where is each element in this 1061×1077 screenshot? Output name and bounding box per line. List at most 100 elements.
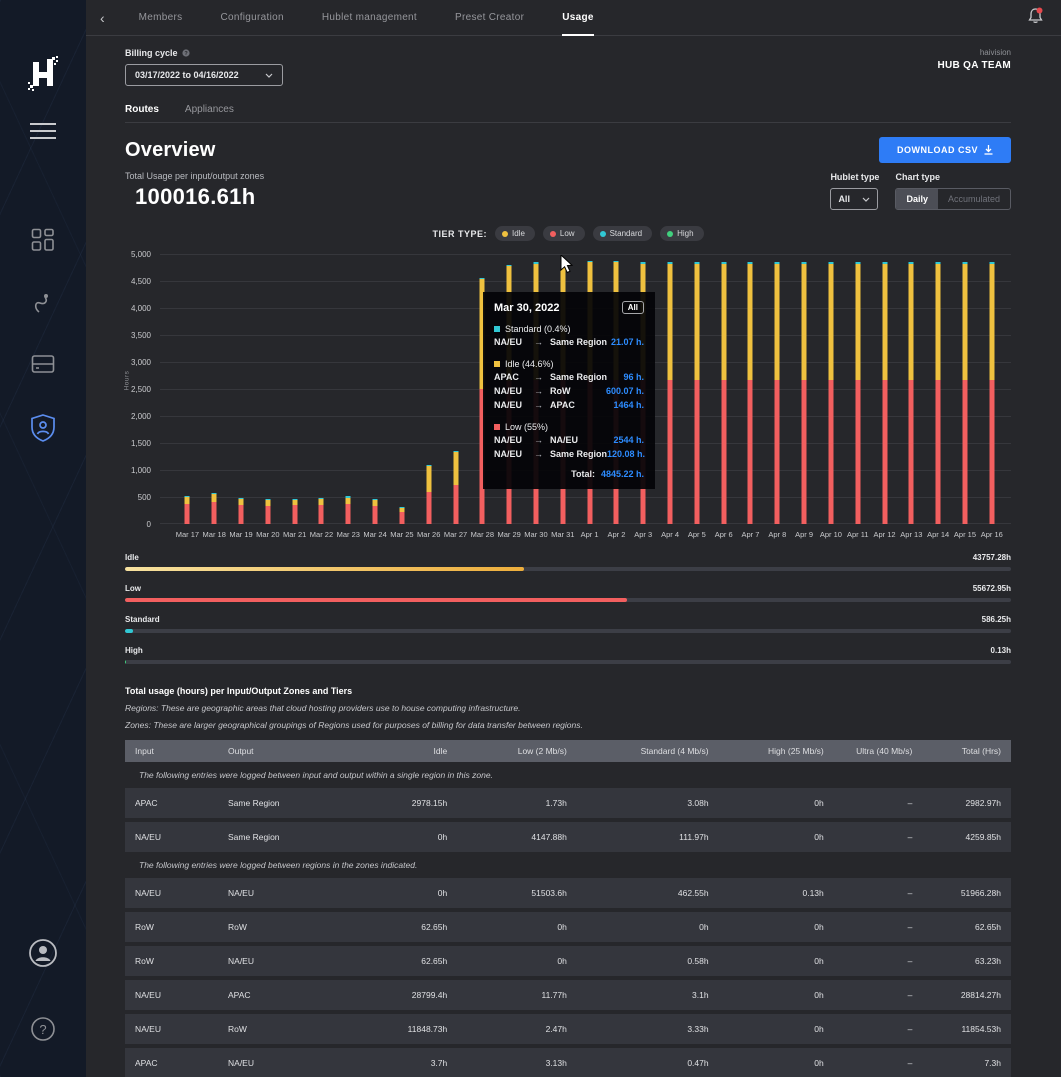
bar-segment-standard: [935, 262, 941, 264]
hublet-type-select[interactable]: All: [830, 188, 879, 210]
table-cell-input: APAC: [125, 788, 219, 818]
table-cell-input: NA/EU: [125, 980, 219, 1010]
x-axis-label: Mar 22: [309, 530, 334, 539]
arrow-right-icon: →: [534, 386, 543, 396]
legend-pill-high[interactable]: High: [660, 226, 704, 241]
stacked-bar: [372, 499, 378, 524]
nav-dashboard[interactable]: [0, 228, 86, 252]
bar-slot-apr-5[interactable]: Apr 5: [683, 254, 710, 539]
stacked-bar: [265, 499, 271, 524]
legend-dot-idle: [502, 230, 508, 237]
bar-slot-mar-28[interactable]: Mar 28: [469, 254, 496, 539]
bar-slot-apr-8[interactable]: Apr 8: [764, 254, 791, 539]
bar-slot-apr-9[interactable]: Apr 9: [791, 254, 818, 539]
bar-segment-idle: [721, 263, 727, 381]
stacked-bar: [399, 507, 405, 524]
bar-slot-apr-10[interactable]: Apr 10: [818, 254, 845, 539]
notification-dot: [1036, 7, 1043, 13]
chart-type-option-accumulated[interactable]: Accumulated: [947, 194, 1000, 204]
bar-slot-apr-6[interactable]: Apr 6: [710, 254, 737, 539]
y-tick-label: 1,000: [130, 466, 151, 475]
subtab-routes[interactable]: Routes: [125, 104, 159, 115]
table-row: NA/EU APAC 28799.4h 11.77h 3.1h 0h –28814.27h: [125, 980, 1011, 1010]
bar-slot-mar-17[interactable]: Mar 17: [174, 254, 201, 539]
route-to: APAC: [550, 400, 575, 410]
tooltip-tier-title: Standard (0.4%): [494, 322, 644, 335]
bar-slot-mar-22[interactable]: Mar 22: [308, 254, 335, 539]
bar-slot-mar-19[interactable]: Mar 19: [228, 254, 255, 539]
nav-routes[interactable]: [0, 291, 86, 315]
y-tick-label: 2,500: [130, 385, 151, 394]
table-note-row-2: The following entries were logged betwee…: [125, 856, 1011, 874]
tab-preset-creator[interactable]: Preset Creator: [455, 12, 525, 23]
x-axis-label: Apr 5: [687, 530, 706, 539]
bar-slot-mar-25[interactable]: Mar 25: [389, 254, 416, 539]
tab-usage[interactable]: Usage: [562, 0, 594, 36]
notifications-button[interactable]: [1028, 7, 1043, 29]
bar-slot-apr-11[interactable]: Apr 11: [844, 254, 871, 539]
bar-slot-apr-4[interactable]: Apr 4: [657, 254, 684, 539]
chart-type-option-daily[interactable]: Daily: [896, 189, 938, 209]
bar-slot-apr-14[interactable]: Apr 14: [925, 254, 952, 539]
x-axis-label: Apr 6: [714, 530, 733, 539]
app-logo[interactable]: [0, 55, 86, 93]
account-button[interactable]: [0, 938, 86, 968]
legend-pill-low[interactable]: Low: [542, 226, 585, 241]
gridline: [160, 254, 1011, 255]
bar-slot-apr-16[interactable]: Apr 16: [978, 254, 1005, 539]
stacked-bar: [667, 262, 673, 524]
bar-slot-apr-13[interactable]: Apr 13: [898, 254, 925, 539]
table-cell-total-hrs: 2982.97h: [922, 788, 1011, 818]
legend-pill-label: High: [677, 229, 694, 238]
table-cell-high-25-mb-s: 0h: [718, 1048, 834, 1077]
table-cell-input: RoW: [125, 912, 219, 942]
chevron-down-icon: [265, 73, 273, 78]
bar-slot-apr-12[interactable]: Apr 12: [871, 254, 898, 539]
bar-segment-standard: [640, 262, 646, 264]
x-axis-label: Mar 25: [390, 530, 414, 539]
tab-configuration[interactable]: Configuration: [220, 12, 284, 23]
x-axis-label: Apr 12: [873, 530, 896, 539]
bar-slot-mar-18[interactable]: Mar 18: [201, 254, 228, 539]
bar-segment-low: [989, 380, 995, 524]
bar-slot-apr-15[interactable]: Apr 15: [952, 254, 979, 539]
tab-members[interactable]: Members: [138, 12, 183, 23]
menu-button[interactable]: [0, 122, 86, 140]
bar-segment-idle: [292, 499, 298, 506]
tooltip-total-value: 4845.22 h.: [600, 469, 644, 479]
legend-pill-idle[interactable]: Idle: [495, 226, 535, 241]
legend-pill-label: Standard: [609, 229, 643, 238]
bar-slot-mar-27[interactable]: Mar 27: [442, 254, 469, 539]
back-button[interactable]: ‹: [100, 9, 105, 26]
table-cell-output: APAC: [218, 980, 347, 1010]
table-row: NA/EU RoW 11848.73h 2.47h 3.33h 0h –11854.53h: [125, 1014, 1011, 1044]
nav-security-active[interactable]: [0, 413, 86, 443]
x-axis-label: Apr 14: [927, 530, 950, 539]
info-icon[interactable]: ?: [181, 49, 190, 57]
legend-pill-standard[interactable]: Standard: [592, 226, 653, 241]
tab-hublet-management[interactable]: Hublet management: [321, 12, 417, 23]
stacked-bar: [694, 262, 700, 524]
tier-total-label: High: [125, 646, 143, 655]
table-cell-standard-4-mb-s: 0.58h: [576, 946, 719, 976]
legend-dot-standard: [599, 230, 606, 237]
dashboard-grid-icon: [31, 228, 54, 251]
bar-slot-mar-24[interactable]: Mar 24: [362, 254, 389, 539]
table-cell-input: APAC: [125, 1048, 219, 1077]
table-cell-idle: 0h: [346, 822, 458, 852]
subtab-appliances[interactable]: Appliances: [184, 104, 234, 115]
table-header-row: Input Output Idle Low (2 Mb/s) Standard (4 M…: [125, 740, 1011, 762]
bar-slot-mar-20[interactable]: Mar 20: [254, 254, 281, 539]
bar-slot-mar-23[interactable]: Mar 23: [335, 254, 362, 539]
table-cell-ultra-40-mb-s: –: [833, 980, 923, 1010]
bar-slot-apr-7[interactable]: Apr 7: [737, 254, 764, 539]
bar-slot-mar-26[interactable]: Mar 26: [415, 254, 442, 539]
table-cell-idle: 62.65h: [346, 912, 458, 942]
billing-cycle-select[interactable]: 03/17/2022 to 04/16/2022: [125, 64, 283, 86]
help-button[interactable]: ?: [0, 1016, 86, 1042]
shield-user-icon: [31, 414, 55, 442]
download-csv-button[interactable]: DOWNLOAD CSV: [879, 137, 1011, 163]
x-axis-label: Apr 11: [846, 530, 869, 539]
bar-slot-mar-21[interactable]: Mar 21: [281, 254, 308, 539]
nav-appliances[interactable]: [0, 353, 86, 375]
